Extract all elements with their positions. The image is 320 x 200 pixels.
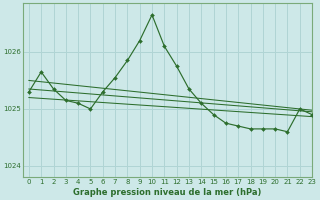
- X-axis label: Graphe pression niveau de la mer (hPa): Graphe pression niveau de la mer (hPa): [73, 188, 262, 197]
